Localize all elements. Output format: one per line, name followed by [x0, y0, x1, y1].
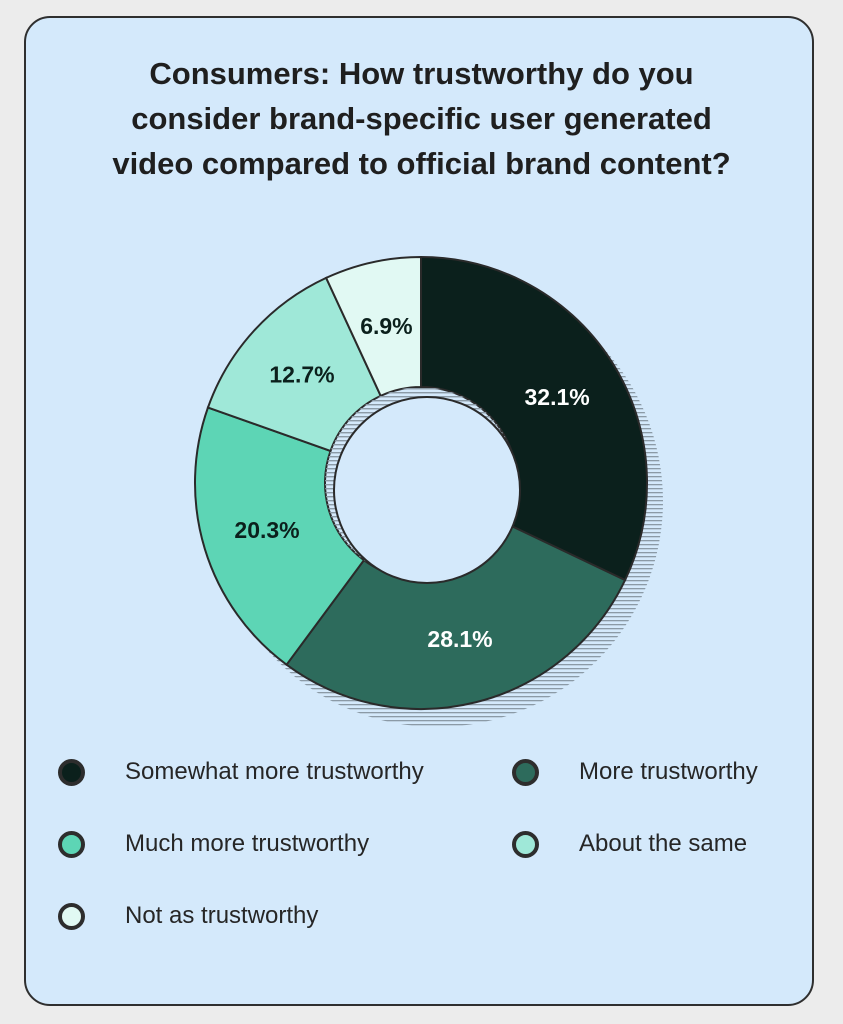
legend-label-more: More trustworthy — [579, 758, 758, 785]
legend-swatch-not-as — [58, 902, 85, 930]
legend-swatch-about-same — [512, 830, 539, 858]
title-line-1: Consumers: How trustworthy do you — [149, 56, 694, 91]
legend-label-much-more: Much more trustworthy — [125, 830, 370, 857]
slice-label-not-as: 6.9% — [360, 313, 412, 339]
legend-item-about-same: About the same — [512, 824, 747, 864]
legend-label-not-as: Not as trustworthy — [125, 902, 319, 929]
chart-title: Consumers: How trustworthy do you consid… — [0, 52, 843, 187]
legend-item-more: More trustworthy — [512, 752, 758, 792]
slice-labels: 32.1% 28.1% 20.3% 12.7% 6.9% — [234, 313, 589, 652]
slice-label-more: 28.1% — [427, 626, 492, 652]
slice-label-about-same: 12.7% — [269, 362, 334, 388]
title-line-2: consider brand-specific user generated — [131, 101, 712, 136]
legend-item-somewhat-more: Somewhat more trustworthy — [58, 752, 424, 792]
legend-label-somewhat-more: Somewhat more trustworthy — [125, 758, 424, 785]
legend-swatch-somewhat-more — [58, 758, 85, 786]
donut-hole — [333, 396, 521, 584]
title-line-3: video compared to official brand content… — [112, 146, 731, 181]
legend-item-not-as: Not as trustworthy — [58, 896, 318, 936]
legend-item-much-more: Much more trustworthy — [58, 824, 369, 864]
legend-label-about-same: About the same — [579, 830, 748, 857]
legend-swatch-more — [512, 758, 539, 786]
slice-label-somewhat-more: 32.1% — [525, 384, 590, 410]
legend-swatch-much-more — [58, 830, 85, 858]
slice-label-much-more: 20.3% — [234, 517, 299, 543]
